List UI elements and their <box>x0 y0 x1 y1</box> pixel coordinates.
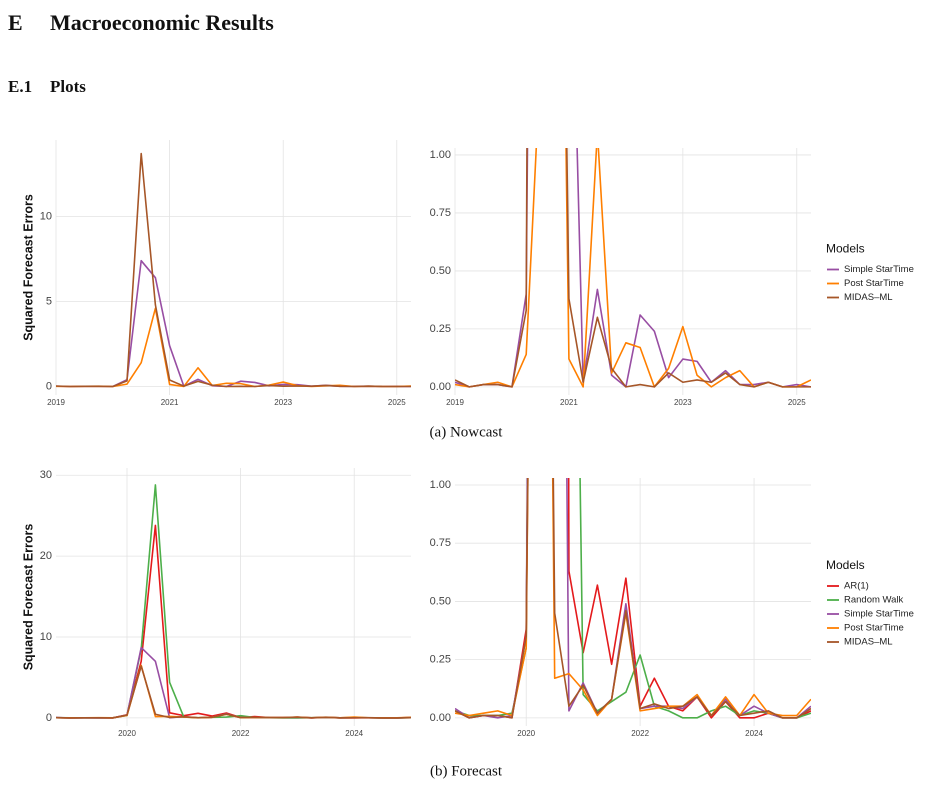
legend-label: Post StarTime <box>844 623 904 634</box>
x-tick-label: 2021 <box>161 398 179 407</box>
x-tick-label: 2024 <box>745 729 763 738</box>
series-line <box>56 646 411 719</box>
legend-label: MIDAS–ML <box>844 292 893 303</box>
legend-label: Post StarTime <box>844 278 904 289</box>
series-line <box>455 478 811 717</box>
y-tick-label: 0.75 <box>430 207 451 219</box>
series-line <box>455 478 811 719</box>
y-tick-label: 0 <box>46 380 52 392</box>
x-tick-label: 2021 <box>560 398 578 407</box>
y-tick-label: 1.00 <box>430 149 451 161</box>
series-line <box>56 307 411 388</box>
figure-caption: (a) Nowcast <box>430 424 504 440</box>
y-tick-label: 10 <box>40 210 52 222</box>
series-line <box>56 484 411 719</box>
y-tick-label: 5 <box>46 295 52 307</box>
y-tick-label: 0 <box>46 712 52 724</box>
plot-lines <box>56 484 411 719</box>
legend-label: Random Walk <box>844 595 904 606</box>
y-tick-label: 1.00 <box>430 479 451 491</box>
legend-title: Models <box>826 558 865 572</box>
y-tick-label: 0.50 <box>430 265 451 277</box>
y-tick-label: 0.25 <box>430 323 451 335</box>
x-tick-label: 2022 <box>232 729 250 738</box>
y-tick-label: 30 <box>40 469 52 481</box>
series-line <box>56 664 411 719</box>
series-line <box>56 524 411 719</box>
x-tick-label: 2020 <box>118 729 136 738</box>
legend-label: Simple StarTime <box>844 264 914 275</box>
y-tick-label: 0.25 <box>430 654 451 666</box>
series-line <box>455 478 811 719</box>
section-title: Macroeconomic Results <box>50 10 274 35</box>
series-line <box>455 478 811 719</box>
x-tick-label: 2025 <box>788 398 806 407</box>
x-tick-label: 2022 <box>631 729 649 738</box>
series-line <box>455 148 811 388</box>
y-axis-label: Squared Forecast Errors <box>21 524 35 671</box>
plot-lines <box>455 478 811 719</box>
subsection-title: Plots <box>50 77 86 96</box>
x-tick-label: 2020 <box>517 729 535 738</box>
x-tick-label: 2024 <box>345 729 363 738</box>
y-tick-label: 10 <box>40 631 52 643</box>
x-tick-label: 2023 <box>274 398 292 407</box>
y-tick-label: 0.00 <box>430 381 451 393</box>
subsection-number: E.1 <box>8 77 32 96</box>
series-line <box>56 665 411 719</box>
figure-caption: (b) Forecast <box>430 763 503 779</box>
y-axis-label: Squared Forecast Errors <box>21 194 35 341</box>
legend-title: Models <box>826 242 865 256</box>
y-tick-label: 20 <box>40 550 52 562</box>
series-line <box>56 152 411 388</box>
y-tick-label: 0.50 <box>430 595 451 607</box>
x-tick-label: 2023 <box>674 398 692 407</box>
x-tick-label: 2019 <box>446 398 464 407</box>
legend-label: AR(1) <box>844 581 869 592</box>
y-tick-label: 0.00 <box>430 712 451 724</box>
series-line <box>455 148 811 388</box>
plot-lines <box>56 152 411 388</box>
y-tick-label: 0.75 <box>430 537 451 549</box>
x-tick-label: 2025 <box>388 398 406 407</box>
plot-lines <box>455 148 811 388</box>
series-line <box>56 259 411 388</box>
series-line <box>455 478 811 719</box>
legend-label: Simple StarTime <box>844 609 914 620</box>
legend-label: MIDAS–ML <box>844 637 893 648</box>
x-tick-label: 2019 <box>47 398 65 407</box>
section-number: E <box>8 10 23 35</box>
